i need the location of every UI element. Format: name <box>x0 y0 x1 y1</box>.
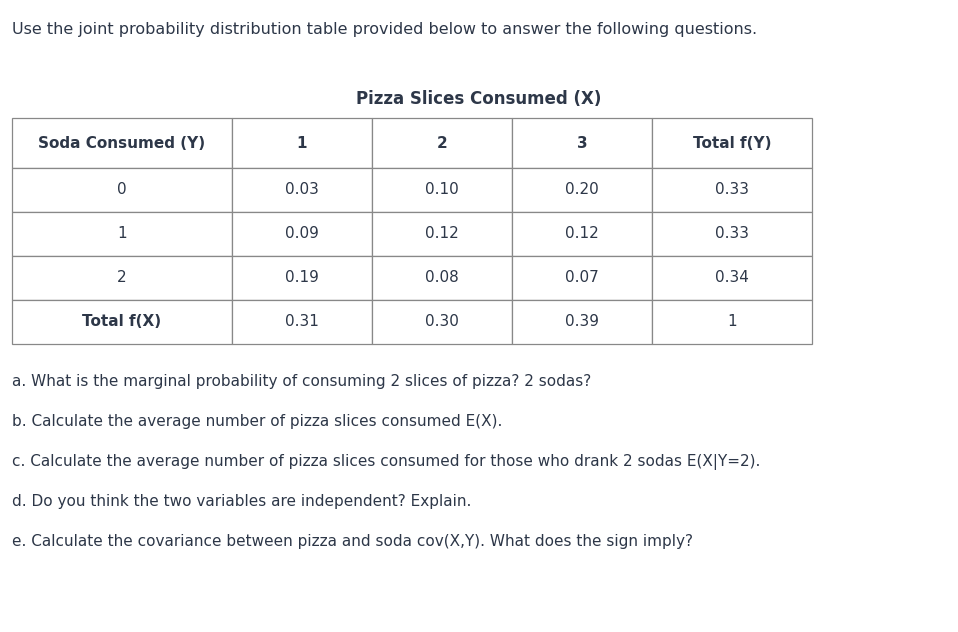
Bar <box>372 168 512 212</box>
Bar <box>12 256 232 300</box>
Text: Use the joint probability distribution table provided below to answer the follow: Use the joint probability distribution t… <box>12 22 757 37</box>
Text: 1: 1 <box>297 135 308 150</box>
Text: c. Calculate the average number of pizza slices consumed for those who drank 2 s: c. Calculate the average number of pizza… <box>12 454 761 470</box>
Bar <box>652 300 812 344</box>
Text: 1: 1 <box>117 226 126 241</box>
Bar <box>512 168 652 212</box>
Bar <box>12 212 232 256</box>
Bar <box>12 118 232 168</box>
Text: 2: 2 <box>437 135 447 150</box>
Bar <box>512 300 652 344</box>
Text: b. Calculate the average number of pizza slices consumed E(X).: b. Calculate the average number of pizza… <box>12 414 502 429</box>
Text: 0: 0 <box>117 183 126 197</box>
Bar <box>512 118 652 168</box>
Bar <box>512 212 652 256</box>
Text: Pizza Slices Consumed (X): Pizza Slices Consumed (X) <box>356 90 602 108</box>
Text: 0.34: 0.34 <box>715 270 749 286</box>
Text: 2: 2 <box>117 270 126 286</box>
Bar <box>232 168 372 212</box>
Bar <box>652 168 812 212</box>
Text: 0.12: 0.12 <box>565 226 599 241</box>
Text: 0.12: 0.12 <box>425 226 459 241</box>
Text: 0.10: 0.10 <box>425 183 459 197</box>
Bar <box>652 212 812 256</box>
Bar <box>232 118 372 168</box>
Bar <box>512 256 652 300</box>
Text: 0.07: 0.07 <box>565 270 599 286</box>
Bar <box>372 212 512 256</box>
Text: 0.03: 0.03 <box>285 183 319 197</box>
Bar <box>232 256 372 300</box>
Text: 0.08: 0.08 <box>425 270 459 286</box>
Text: d. Do you think the two variables are independent? Explain.: d. Do you think the two variables are in… <box>12 494 471 509</box>
Bar <box>652 118 812 168</box>
Text: 1: 1 <box>727 315 737 329</box>
Text: 3: 3 <box>577 135 587 150</box>
Text: 0.09: 0.09 <box>285 226 319 241</box>
Bar <box>372 300 512 344</box>
Text: a. What is the marginal probability of consuming 2 slices of pizza? 2 sodas?: a. What is the marginal probability of c… <box>12 374 591 389</box>
Text: 0.39: 0.39 <box>565 315 599 329</box>
Text: 0.31: 0.31 <box>285 315 319 329</box>
Text: 0.33: 0.33 <box>715 183 749 197</box>
Bar <box>652 256 812 300</box>
Text: Total f(X): Total f(X) <box>82 315 162 329</box>
Bar <box>232 212 372 256</box>
Text: 0.19: 0.19 <box>285 270 319 286</box>
Text: e. Calculate the covariance between pizza and soda cov(X,Y). What does the sign : e. Calculate the covariance between pizz… <box>12 534 693 549</box>
Text: 0.30: 0.30 <box>425 315 459 329</box>
Bar <box>12 300 232 344</box>
Text: 0.33: 0.33 <box>715 226 749 241</box>
Bar <box>12 168 232 212</box>
Text: Soda Consumed (Y): Soda Consumed (Y) <box>38 135 206 150</box>
Bar <box>372 118 512 168</box>
Text: 0.20: 0.20 <box>565 183 599 197</box>
Bar <box>232 300 372 344</box>
Bar <box>372 256 512 300</box>
Text: Total f(Y): Total f(Y) <box>693 135 771 150</box>
